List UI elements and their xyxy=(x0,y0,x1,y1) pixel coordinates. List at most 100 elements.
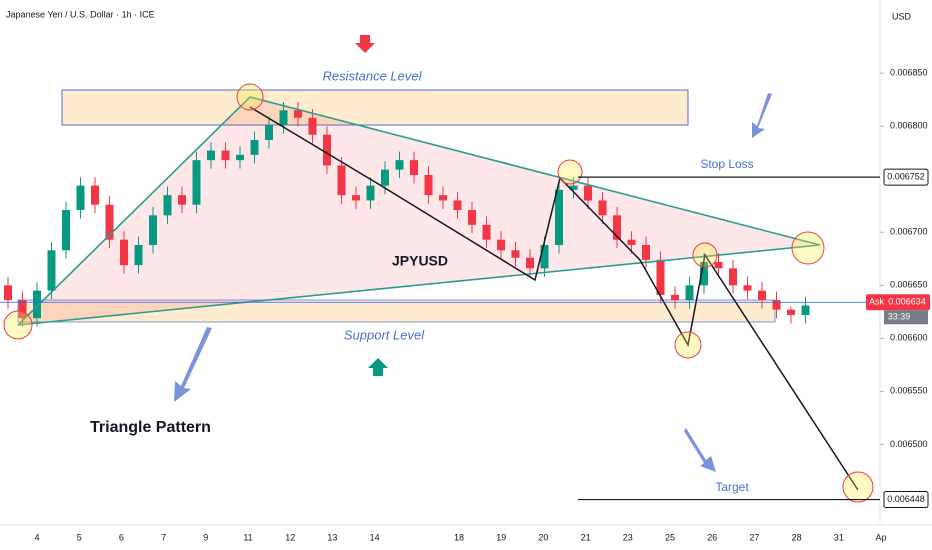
candle-body xyxy=(221,150,230,161)
candle-body xyxy=(395,160,404,170)
candle-body xyxy=(526,257,534,269)
x-tick-label: 21 xyxy=(581,532,591,542)
y-tick-label: 0.006650 xyxy=(890,280,928,290)
x-tick-label: 28 xyxy=(792,532,802,542)
candle-body xyxy=(337,165,346,196)
candle-body xyxy=(294,110,302,118)
x-tick-label: 5 xyxy=(77,532,82,542)
x-tick-label: 11 xyxy=(243,532,252,542)
resistance-zone xyxy=(61,89,689,126)
x-tick-label: 20 xyxy=(538,532,548,542)
blue-arrow xyxy=(752,93,772,138)
stop-loss-label: Stop Loss xyxy=(700,157,753,171)
candle-body xyxy=(700,261,708,286)
candle-body xyxy=(613,215,621,240)
stop_loss-value: 0.006752 xyxy=(887,171,925,181)
pivot-circle xyxy=(842,471,874,503)
currency-label: USD xyxy=(892,11,912,21)
target-value: 0.006448 xyxy=(887,494,925,504)
pivot-circle xyxy=(3,310,33,340)
candle-body xyxy=(381,169,389,186)
candle-body xyxy=(352,195,360,201)
candle-body xyxy=(105,204,114,240)
x-tick-label: 4 xyxy=(34,532,39,542)
candle-body xyxy=(453,200,462,210)
candle-body xyxy=(192,160,201,205)
countdown: 33:39 xyxy=(888,312,911,322)
pivot-circle xyxy=(791,231,825,265)
candle-body xyxy=(265,125,273,140)
candle-body xyxy=(627,239,636,245)
pivot-circle xyxy=(236,83,264,111)
candle-body xyxy=(236,154,244,161)
pivot-circle xyxy=(674,331,702,359)
candle-body xyxy=(91,185,99,205)
candle-body xyxy=(279,110,288,126)
x-tick-label: 23 xyxy=(623,532,633,542)
axis: 0.006500 0.006550 0.006600 0.006650 0.006700… xyxy=(34,68,927,543)
x-tick-label: 18 xyxy=(454,532,464,542)
blue-arrow xyxy=(174,327,212,402)
y-tick-label: 0.006600 xyxy=(890,333,928,343)
candle-body xyxy=(323,134,331,166)
y-tick-label: 0.006550 xyxy=(890,386,928,396)
candle-body xyxy=(685,285,694,301)
candle-body xyxy=(366,185,375,201)
candle-body xyxy=(308,117,317,135)
candle-body xyxy=(497,239,505,251)
blue-arrow xyxy=(684,428,716,472)
candle-body xyxy=(424,175,433,196)
candle-body xyxy=(62,210,70,251)
x-tick-label: 27 xyxy=(749,532,759,542)
x-tick-label: 26 xyxy=(707,532,717,542)
candle-body xyxy=(743,285,752,291)
ask-value: 0.006634 xyxy=(888,297,926,307)
y-tick-label: 0.006700 xyxy=(890,227,928,237)
candle-body xyxy=(540,245,549,269)
candle-body xyxy=(47,250,56,291)
candle-body xyxy=(569,185,578,190)
x-tick-label: 6 xyxy=(119,532,124,542)
candle-body xyxy=(801,305,810,315)
triangle xyxy=(17,96,821,326)
candle-body xyxy=(714,261,723,269)
candle-body xyxy=(642,245,650,260)
candle-body xyxy=(149,215,157,245)
x-tick-label: 9 xyxy=(203,532,208,542)
y-tick-label: 0.006850 xyxy=(890,68,928,78)
countdown-tag xyxy=(884,310,928,325)
y-tick-label: 0.006800 xyxy=(890,121,928,131)
candles xyxy=(4,101,810,327)
candle-body xyxy=(758,290,766,301)
x-tick-label: 31 xyxy=(834,532,844,542)
x-tick-label: Ap xyxy=(875,532,886,542)
candle-body xyxy=(33,290,41,319)
target-tag xyxy=(883,491,929,509)
y-tick-label: 0.006500 xyxy=(890,439,928,449)
candle-body xyxy=(656,259,665,295)
candle-body xyxy=(772,300,781,310)
wave-path xyxy=(249,106,859,491)
ask-tag xyxy=(866,294,930,311)
x-tick-label: 12 xyxy=(285,532,295,542)
symbol-label: JPYUSD xyxy=(392,253,448,269)
pattern-label: Triangle Pattern xyxy=(90,419,211,436)
x-tick-label: 25 xyxy=(665,532,675,542)
ask-label: Ask xyxy=(869,297,885,307)
candle-body xyxy=(598,200,607,216)
candle-body xyxy=(729,268,737,286)
drawings xyxy=(3,35,874,503)
resistance-label: Resistance Level xyxy=(323,68,423,83)
candle-body xyxy=(468,210,476,225)
candle-body xyxy=(555,189,563,245)
candle-body xyxy=(439,195,447,201)
candle-body xyxy=(120,239,128,266)
triangle-fill xyxy=(18,97,820,325)
candle-body xyxy=(250,140,259,155)
down-arrow xyxy=(355,35,375,53)
target-label: Target xyxy=(715,480,749,494)
pivot-circle xyxy=(692,242,718,268)
candle-body xyxy=(410,160,418,175)
